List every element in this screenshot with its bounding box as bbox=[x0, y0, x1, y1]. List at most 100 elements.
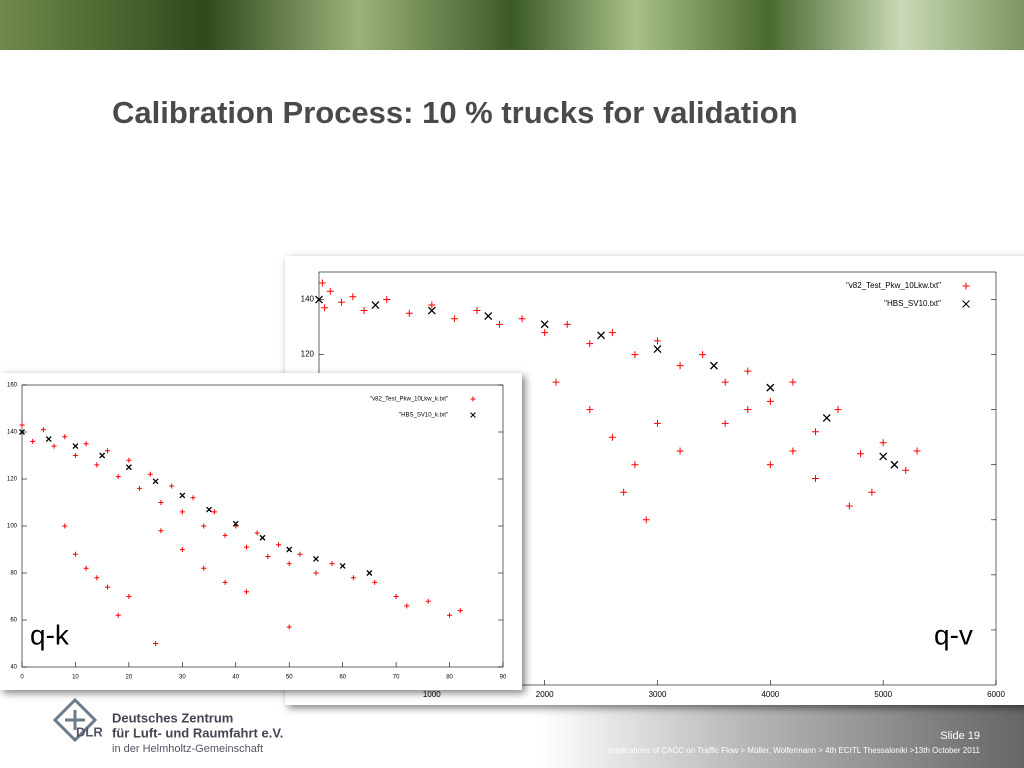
data-point bbox=[744, 367, 752, 375]
legend-marker bbox=[962, 300, 970, 308]
data-point bbox=[125, 464, 132, 471]
x-tick-label: 80 bbox=[446, 675, 453, 681]
data-point bbox=[211, 509, 217, 515]
data-point bbox=[890, 460, 899, 469]
data-point bbox=[286, 546, 293, 553]
y-tick-label: 40 bbox=[10, 665, 17, 671]
data-point bbox=[286, 624, 292, 630]
data-point bbox=[586, 406, 594, 414]
data-point bbox=[51, 443, 57, 449]
data-point bbox=[845, 502, 853, 510]
data-point bbox=[789, 378, 797, 386]
data-point bbox=[552, 378, 560, 386]
y-tick-label: 160 bbox=[7, 383, 18, 389]
data-point bbox=[496, 320, 504, 328]
data-point bbox=[393, 594, 399, 599]
data-point bbox=[654, 419, 661, 427]
data-point bbox=[318, 279, 326, 287]
data-point bbox=[404, 603, 410, 609]
data-point bbox=[232, 520, 239, 527]
data-point bbox=[457, 608, 463, 614]
slide-number: Slide 19 bbox=[940, 730, 980, 742]
data-point bbox=[190, 495, 196, 501]
data-point bbox=[631, 461, 639, 469]
footer-bar bbox=[540, 705, 1024, 768]
chart-label: q-k bbox=[30, 619, 70, 650]
data-point bbox=[428, 301, 436, 309]
data-point bbox=[766, 461, 774, 469]
data-point bbox=[158, 500, 164, 505]
data-point bbox=[313, 570, 319, 576]
data-point bbox=[201, 565, 207, 571]
data-point bbox=[372, 579, 378, 585]
x-tick-label: 10 bbox=[72, 675, 79, 681]
data-point bbox=[254, 530, 260, 536]
chart-qk: 40 60 80 100 120 140 160 0 10 20 30 40 50 60 70 80 90 "v8… bbox=[7, 383, 507, 681]
y-tick-label: 140 bbox=[301, 295, 315, 304]
x-tick-label: 2000 bbox=[536, 690, 554, 699]
x-tick-label: 40 bbox=[232, 675, 239, 681]
data-point bbox=[115, 612, 121, 618]
x-tick-label: 4000 bbox=[761, 690, 779, 699]
x-tick-label: 5000 bbox=[874, 690, 892, 699]
data-point bbox=[447, 612, 453, 618]
data-point bbox=[427, 306, 436, 315]
data-point bbox=[868, 488, 876, 496]
data-point bbox=[243, 589, 249, 595]
data-point bbox=[147, 471, 153, 477]
data-point bbox=[126, 457, 132, 463]
data-point bbox=[338, 298, 346, 306]
logo-text: für Luft- und Raumfahrt e.V. bbox=[112, 725, 283, 740]
data-point bbox=[152, 478, 159, 485]
data-point bbox=[608, 329, 616, 337]
data-point bbox=[834, 406, 842, 414]
logo bbox=[52, 697, 98, 743]
footer-text: Implications of CACC on Traffic Flow > M… bbox=[608, 746, 981, 755]
data-point bbox=[276, 542, 282, 548]
data-point bbox=[360, 307, 368, 315]
data-point bbox=[766, 383, 775, 392]
data-point bbox=[676, 447, 684, 455]
y-tick-label: 140 bbox=[7, 430, 18, 436]
data-point bbox=[62, 434, 68, 440]
data-point bbox=[72, 443, 79, 450]
x-tick-label: 0 bbox=[20, 675, 24, 681]
legend-label: "HBS_SV10_k.txt" bbox=[399, 413, 448, 419]
data-point bbox=[902, 466, 910, 474]
data-point bbox=[222, 532, 228, 538]
data-point bbox=[99, 452, 106, 459]
data-point bbox=[62, 523, 68, 529]
data-point bbox=[169, 483, 175, 489]
data-point bbox=[518, 315, 526, 323]
header-banner bbox=[0, 0, 1024, 50]
data-point bbox=[72, 453, 78, 458]
data-point bbox=[699, 351, 707, 359]
x-tick-label: 90 bbox=[500, 675, 507, 681]
legend-label: "v82_Test_Pkw_10Lkw.txt" bbox=[846, 281, 941, 290]
data-point bbox=[766, 397, 774, 405]
data-point bbox=[586, 340, 594, 348]
slide-title: Calibration Process: 10 % trucks for val… bbox=[112, 95, 798, 130]
data-point bbox=[789, 447, 797, 455]
data-point bbox=[721, 378, 729, 386]
data-point bbox=[126, 594, 132, 599]
data-point bbox=[265, 554, 271, 560]
data-point bbox=[179, 509, 185, 515]
data-point bbox=[297, 551, 303, 557]
data-point bbox=[541, 329, 549, 337]
data-point bbox=[72, 551, 78, 557]
legend-marker bbox=[962, 282, 970, 290]
x-tick-label: 6000 bbox=[987, 690, 1005, 699]
data-point bbox=[857, 450, 865, 458]
data-point bbox=[179, 492, 186, 499]
legend-marker bbox=[470, 412, 476, 418]
data-point bbox=[105, 584, 111, 590]
data-point bbox=[473, 307, 481, 315]
data-point bbox=[201, 523, 207, 529]
data-point bbox=[30, 438, 36, 444]
data-point bbox=[105, 448, 111, 454]
data-point bbox=[83, 565, 89, 571]
x-tick-label: 60 bbox=[339, 675, 346, 681]
